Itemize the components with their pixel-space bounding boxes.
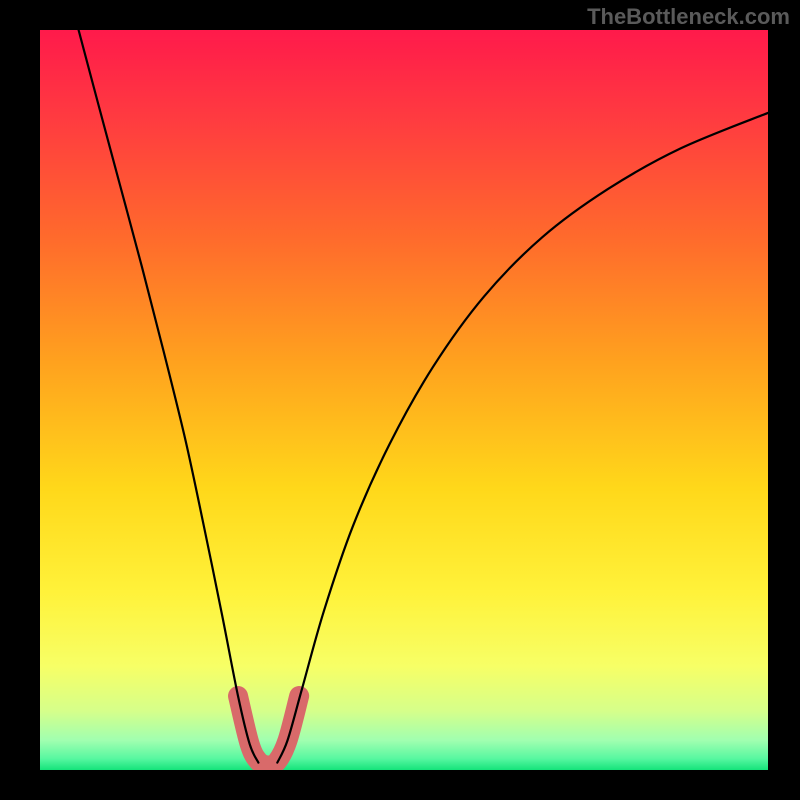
curve-left-branch bbox=[79, 30, 259, 763]
figure-frame: TheBottleneck.com bbox=[0, 0, 800, 800]
chart-svg bbox=[40, 30, 768, 770]
watermark-text: TheBottleneck.com bbox=[587, 4, 790, 30]
plot-area bbox=[40, 30, 768, 770]
curve-right-branch bbox=[277, 113, 768, 763]
